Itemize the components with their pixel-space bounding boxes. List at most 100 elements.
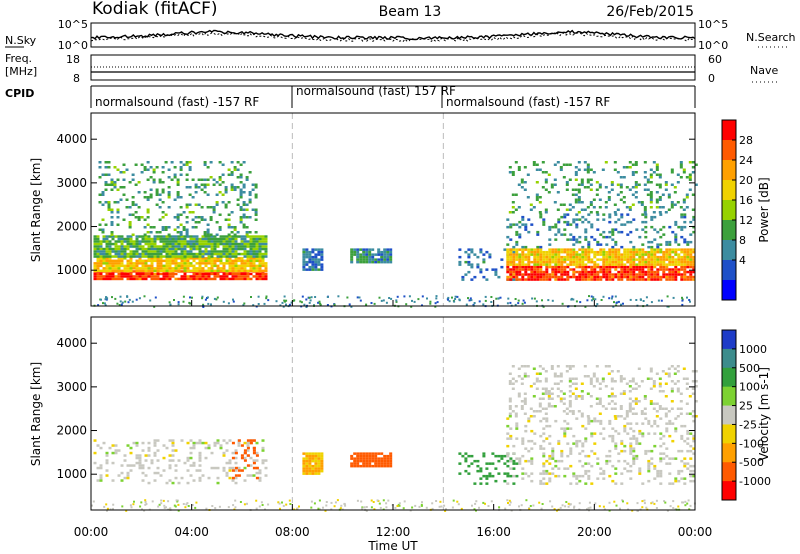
colorbar-swatch: [722, 220, 736, 241]
colorbar-tick-label: 8: [739, 234, 746, 247]
x-axis-label: Time UT: [367, 539, 418, 553]
colorbar-swatch: [722, 140, 736, 161]
y-tick-label: 2000: [56, 220, 87, 234]
velocity-region-3: [350, 452, 393, 468]
nave-tick-bottom: 0: [708, 72, 715, 85]
colorbar-tick-label: 25: [739, 400, 753, 413]
colorbar-swatch: [722, 240, 736, 261]
nsearch-trace: [90, 32, 696, 42]
station-title: Kodiak (fitACF): [92, 0, 218, 19]
x-tick-label: 12:00: [376, 525, 411, 539]
sky-panel: N.Sky 10^5 10^0 10^5 10^0 N.Search: [5, 18, 796, 52]
colorbar-swatch: [722, 260, 736, 281]
colorbar-swatch: [722, 330, 736, 350]
freq-label-line1: Freq.: [5, 52, 32, 65]
nsearch-tick-top: 10^5: [698, 18, 728, 31]
velocity-colorbar: 1000 500 100 25 -25 -100 -500 -1000: [721, 329, 771, 501]
velocity-panel: 4000 3000 2000 1000 Slant Range [km]: [29, 316, 698, 512]
velocity-region-5: [506, 417, 696, 485]
x-tick-label: 00:00: [678, 525, 713, 539]
x-tick-label: 16:00: [476, 525, 511, 539]
power-ylabel: Slant Range [km]: [29, 158, 43, 262]
velocity-region-4: [458, 452, 519, 485]
nsearch-tick-bottom: 10^0: [698, 39, 728, 52]
power-noise: [93, 295, 691, 308]
power-region-8: [506, 248, 696, 266]
power-colorbar-label: Power [dB]: [757, 177, 771, 242]
colorbar-tick-label: 4: [739, 254, 746, 267]
colorbar-swatch: [722, 405, 736, 425]
velocity-y-axis: 4000 3000 2000 1000: [56, 336, 695, 481]
freq-label-line2: [MHz]: [5, 65, 37, 78]
velocity-data: [91, 317, 698, 512]
power-region-2: [93, 235, 268, 258]
colorbar-swatch: [722, 280, 736, 301]
colorbar-swatch: [722, 120, 736, 141]
time-axis: 00:00 04:00 08:00 12:00 16:00 20:00 00:00: [74, 300, 713, 539]
date-title: 26/Feb/2015: [606, 4, 694, 20]
colorbar-tick-label: -500: [739, 456, 764, 469]
nave-tick-top: 60: [708, 53, 722, 66]
freq-panel: Freq. [MHz] 18 8 60 0 Nave: [5, 52, 780, 85]
velocity-ylabel: Slant Range [km]: [29, 362, 43, 466]
velocity-colorbar-label: Velocity [m s-1]: [757, 367, 771, 461]
y-tick-label: 3000: [56, 176, 87, 190]
y-tick-label: 1000: [56, 467, 87, 481]
colorbar-swatch: [722, 443, 736, 463]
colorbar-tick-label: 100: [739, 381, 760, 394]
power-data: [93, 113, 698, 308]
cpid-label: CPID: [5, 87, 34, 100]
y-tick-label: 4000: [56, 336, 87, 350]
colorbar-swatch: [722, 160, 736, 181]
power-region-3: [98, 161, 258, 236]
power-region-4: [302, 248, 324, 271]
power-region-1: [93, 257, 268, 273]
colorbar-tick-label: 500: [739, 362, 760, 375]
y-tick-label: 1000: [56, 263, 87, 277]
y-tick-label: 2000: [56, 424, 87, 438]
colorbar-swatch: [722, 386, 736, 407]
colorbar-tick-label: -25: [739, 418, 757, 431]
velocity-region-2: [302, 452, 324, 475]
velocity-region-6: [508, 365, 698, 418]
colorbar-tick-label: 12: [739, 214, 753, 227]
cpid-segment-2: normalsound (fast) 157 RF: [296, 84, 456, 98]
x-tick-label: 08:00: [275, 525, 310, 539]
x-tick-label: 20:00: [577, 525, 612, 539]
power-y-axis: 4000 3000 2000 1000: [56, 132, 695, 277]
velocity-region-0: [93, 439, 268, 485]
colorbar-swatch: [722, 180, 736, 201]
freq-tick-bottom: 8: [73, 72, 80, 85]
colorbar-swatch: [722, 367, 736, 388]
freq-tick-top: 18: [66, 53, 80, 66]
beam-title: Beam 13: [379, 4, 442, 20]
cpid-segment-1: normalsound (fast) -157 RF: [95, 95, 259, 109]
nave-label: Nave: [750, 64, 778, 77]
colorbar-swatch: [722, 348, 736, 369]
y-tick-label: 4000: [56, 132, 87, 146]
colorbar-frame: [721, 119, 737, 301]
cpid-panel: CPID normalsound (fast) -157 RF normalso…: [5, 84, 696, 109]
nsky-label: N.Sky: [5, 34, 37, 47]
power-region-9: [506, 213, 696, 249]
colorbar-tick-label: 16: [739, 194, 753, 207]
y-tick-label: 3000: [56, 380, 87, 394]
nsky-tick-top: 10^5: [58, 18, 88, 31]
colorbar-frame: [721, 329, 737, 501]
colorbar-tick-label: 28: [739, 134, 753, 147]
colorbar-tick-label: 1000: [739, 343, 767, 356]
nsky-trace: [90, 29, 696, 41]
cpid-segment-3: normalsound (fast) -157 RF: [446, 95, 610, 109]
power-panel: 4000 3000 2000 1000 Slant Range [km]: [29, 112, 698, 308]
x-tick-label: 00:00: [74, 525, 109, 539]
colorbar-swatch: [722, 424, 736, 444]
colorbar-tick-label: -100: [739, 437, 764, 450]
power-region-5: [350, 248, 393, 264]
nsky-tick-bottom: 10^0: [58, 39, 88, 52]
colorbar-tick-label: 24: [739, 154, 753, 167]
colorbar-swatch: [722, 462, 736, 482]
x-tick-label: 04:00: [174, 525, 209, 539]
colorbar-swatch: [722, 481, 736, 501]
colorbar-swatch: [722, 200, 736, 221]
